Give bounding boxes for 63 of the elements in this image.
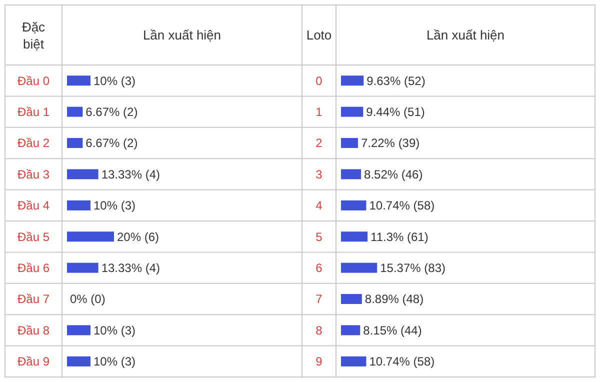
bar: [67, 200, 90, 210]
y-tick-label: 3: [316, 167, 323, 182]
bar: [67, 325, 90, 336]
bar: [67, 138, 83, 148]
data-label: 6.67% (2): [86, 105, 138, 119]
y-tick-label: 6: [316, 261, 323, 275]
bar: [67, 262, 98, 273]
y-tick-label: Đầu 1: [17, 105, 50, 119]
data-label: 0% (0): [70, 292, 106, 306]
data-label: 15.37% (83): [380, 261, 446, 275]
data-label: 13.33% (4): [101, 261, 160, 275]
y-tick-label: Đầu 8: [17, 323, 50, 338]
bar: [341, 76, 364, 86]
y-tick-label: 1: [316, 105, 323, 119]
y-tick-label: Đầu 9: [17, 354, 50, 369]
bar: [341, 200, 366, 210]
y-tick-label: 4: [316, 198, 323, 213]
y-tick-label: Đầu 5: [17, 230, 50, 244]
x-axis-title: Lần xuất hiện: [142, 28, 222, 43]
data-label: 10.74% (58): [369, 354, 435, 369]
y-tick-label: Đầu 6: [17, 261, 50, 275]
data-label: 20% (6): [117, 230, 160, 244]
y-tick-label: Đầu 0: [17, 74, 50, 88]
y-tick-label: 5: [316, 230, 323, 244]
bar: [341, 325, 360, 336]
y-tick-label: 8: [316, 323, 323, 338]
data-label: 13.33% (4): [101, 167, 160, 182]
bar: [67, 106, 83, 117]
y-tick-label: 0: [316, 74, 323, 88]
bar: [67, 169, 98, 180]
data-label: 9.63% (52): [366, 74, 426, 88]
y-tick-label: 2: [316, 136, 323, 150]
bar: [341, 169, 362, 180]
data-label: 7.22% (39): [360, 136, 420, 150]
bar: [341, 106, 364, 117]
bar: [341, 138, 358, 148]
bar: [341, 232, 368, 242]
data-label: 8.89% (48): [364, 292, 424, 306]
data-label: 10% (3): [94, 74, 136, 88]
bar: [341, 262, 378, 273]
data-label: 10% (3): [94, 198, 136, 213]
bar: [341, 294, 362, 304]
y-tick-label: Đầu 2: [17, 136, 50, 150]
data-label: 10% (3): [94, 323, 136, 338]
y-axis-title: Loto: [306, 28, 332, 43]
bar: [67, 76, 90, 86]
data-label: 8.15% (44): [363, 323, 422, 338]
data-label: 10.74% (58): [369, 198, 435, 213]
y-tick-label: Đầu 3: [17, 167, 50, 182]
bar: [67, 356, 90, 366]
y-axis-title: Đặc biệt: [22, 20, 46, 52]
data-label: 10% (3): [94, 354, 136, 369]
x-axis-title: Lần xuất hiện: [426, 28, 505, 43]
data-label: 6.67% (2): [86, 136, 138, 150]
y-tick-label: 9: [316, 354, 323, 369]
data-label: 9.44% (51): [366, 105, 425, 119]
y-tick-label: 7: [316, 292, 323, 306]
data-label: 11.3% (61): [370, 230, 428, 244]
y-tick-label: Đầu 7: [17, 292, 50, 306]
bar: [341, 356, 366, 366]
bar: [67, 232, 114, 242]
y-tick-label: Đầu 4: [17, 198, 50, 213]
data-label: 8.52% (46): [364, 167, 423, 182]
